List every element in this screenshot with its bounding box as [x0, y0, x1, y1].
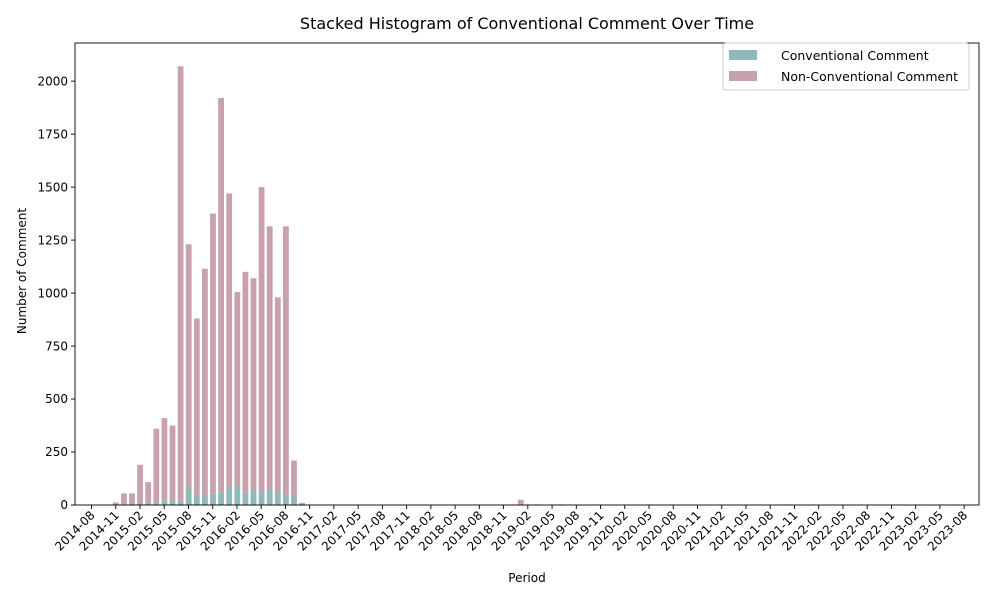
- y-tick-label: 1000: [37, 286, 68, 300]
- y-tick-label: 250: [45, 445, 68, 459]
- y-tick-label: 500: [45, 392, 68, 406]
- legend: Conventional Comment Non-Conventional Co…: [723, 43, 969, 90]
- bar-non-conventional: [186, 244, 192, 488]
- y-tick-label: 0: [60, 498, 68, 512]
- y-tick-label: 1500: [37, 180, 68, 194]
- bar-non-conventional: [129, 493, 135, 504]
- bar-conventional: [267, 489, 273, 505]
- legend-label-non-conventional: Non-Conventional Comment: [781, 69, 958, 84]
- bar-non-conventional: [234, 292, 240, 486]
- bar-non-conventional: [218, 98, 224, 492]
- bar-conventional: [210, 493, 216, 505]
- bar-conventional: [291, 494, 297, 505]
- bar-non-conventional: [251, 278, 257, 490]
- bar-non-conventional: [291, 461, 297, 495]
- bar-conventional: [251, 490, 257, 505]
- bar-non-conventional: [243, 272, 249, 492]
- bar-non-conventional: [202, 269, 208, 497]
- y-tick-label: 1250: [37, 233, 68, 247]
- bar-non-conventional: [226, 193, 232, 488]
- bar-non-conventional: [153, 429, 159, 503]
- bar-conventional: [275, 492, 281, 505]
- legend-swatch-conventional: [729, 50, 757, 60]
- bar-non-conventional: [145, 482, 151, 503]
- bar-conventional: [243, 492, 249, 505]
- bar-non-conventional: [267, 226, 273, 489]
- bar-non-conventional: [137, 465, 143, 504]
- y-tick-label: 750: [45, 339, 68, 353]
- bar-non-conventional: [259, 187, 265, 491]
- bar-non-conventional: [178, 66, 184, 500]
- bar-conventional: [218, 492, 224, 505]
- y-axis-label: Number of Comment: [15, 208, 29, 334]
- bar-non-conventional: [194, 319, 200, 495]
- bar-conventional: [259, 491, 265, 505]
- y-tick-label: 2000: [37, 74, 68, 88]
- bar-non-conventional: [162, 418, 168, 501]
- x-axis-ticks: 2014-082014-112015-022015-052015-082015-…: [52, 505, 970, 554]
- bar-non-conventional: [275, 297, 281, 492]
- bar-conventional: [178, 501, 184, 505]
- bar-conventional: [226, 488, 232, 505]
- bars-layer: [113, 66, 945, 505]
- bar-conventional: [234, 486, 240, 505]
- y-tick-label: 1750: [37, 127, 68, 141]
- legend-label-conventional: Conventional Comment: [781, 48, 929, 63]
- legend-swatch-non-conventional: [729, 71, 757, 81]
- y-axis-ticks: 0 250 500 750 1000 1250 1500 1750 2000: [37, 74, 75, 512]
- bar-non-conventional: [113, 502, 119, 504]
- bar-non-conventional: [283, 226, 289, 495]
- bar-conventional: [194, 494, 200, 505]
- bar-conventional: [170, 500, 176, 505]
- bar-non-conventional: [518, 500, 524, 505]
- bar-conventional: [283, 495, 289, 505]
- chart-title: Stacked Histogram of Conventional Commen…: [300, 14, 754, 33]
- bar-conventional: [202, 497, 208, 505]
- bar-non-conventional: [121, 493, 127, 504]
- bar-conventional: [186, 488, 192, 505]
- bar-conventional: [162, 501, 168, 505]
- bar-non-conventional: [210, 214, 216, 494]
- x-axis-label: Period: [508, 571, 545, 585]
- bar-non-conventional: [170, 426, 176, 500]
